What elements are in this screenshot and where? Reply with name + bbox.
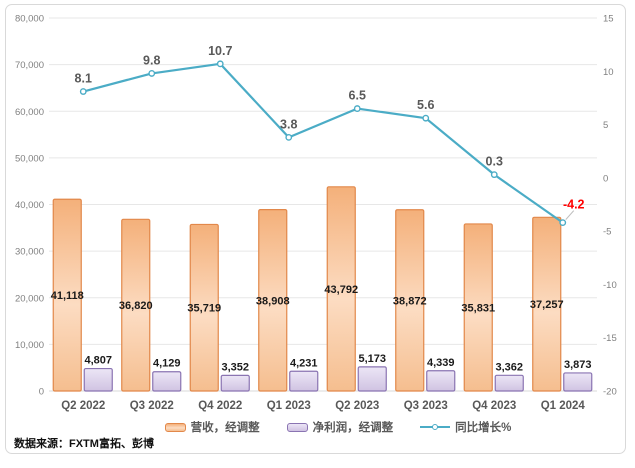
right-axis-tick-label: 5 (603, 120, 608, 131)
profit-bar (563, 372, 593, 392)
revenue-bar (463, 223, 493, 392)
growth-line-marker (148, 70, 156, 77)
revenue-bar-label: 38,908 (256, 295, 290, 307)
growth-line-marker (79, 88, 87, 95)
x-axis-category-label: Q4 2023 (472, 400, 516, 412)
revenue-bar-label: 38,872 (393, 295, 427, 307)
growth-point-label: 3.8 (280, 117, 297, 131)
left-axis-tick-label: 60,000 (15, 107, 44, 118)
growth-point-label: 9.8 (143, 53, 160, 67)
left-axis-tick-label: 40,000 (15, 200, 44, 211)
revenue-bar (121, 218, 151, 392)
right-axis-tick-label: -20 (603, 387, 617, 398)
profit-bar-label: 4,807 (84, 355, 112, 367)
left-axis-tick-label: 0 (39, 387, 44, 398)
profit-bar-label: 4,129 (153, 358, 181, 370)
growth-line-marker (559, 219, 567, 227)
growth-point-label-negative: -4.2 (563, 198, 585, 212)
left-axis-tick-label: 30,000 (15, 247, 44, 258)
x-axis-category-label: Q1 2023 (267, 400, 311, 412)
growth-line-swatch-icon (420, 423, 451, 431)
growth-point-label: 5.6 (417, 98, 434, 112)
growth-line-marker (216, 60, 224, 68)
growth-point-label: 0.3 (486, 155, 503, 169)
data-source-note: 数据来源：FXTM富拓、彭博 (14, 438, 154, 450)
x-axis-category-label: Q2 2023 (335, 400, 379, 412)
profit-bar-label: 3,873 (564, 359, 592, 371)
label-leader-line (565, 210, 575, 220)
growth-line-marker (285, 133, 293, 141)
revenue-bar-label: 35,831 (461, 302, 495, 314)
x-axis-category-label: Q3 2023 (404, 400, 448, 412)
growth-line-marker (353, 105, 361, 112)
right-axis-tick-label: 10 (603, 67, 614, 78)
x-axis-category-label: Q1 2024 (541, 400, 586, 412)
legend-item-growth: 同比增长% (420, 419, 511, 435)
legend-label-profit: 净利润，经调整 (312, 422, 394, 434)
profit-bar-label: 3,352 (221, 361, 249, 373)
profit-swatch-icon (286, 422, 308, 432)
right-axis-tick-label: -15 (603, 333, 617, 344)
profit-bar-label: 4,231 (290, 357, 318, 369)
profit-bar-label: 3,362 (495, 361, 523, 373)
profit-bar-label: 4,339 (427, 357, 455, 369)
right-axis-tick-label: -5 (603, 227, 611, 238)
left-axis-tick-label: 80,000 (15, 14, 44, 25)
left-axis-tick-label: 70,000 (15, 60, 44, 71)
legend-item-profit: 净利润，经调整 (286, 419, 394, 435)
profit-bar (220, 374, 250, 392)
legend-item-revenue: 营收，经调整 (164, 419, 260, 435)
growth-line-marker (490, 171, 498, 179)
revenue-bar (326, 186, 356, 392)
revenue-bar-label: 43,792 (324, 284, 358, 296)
revenue-bar (189, 223, 219, 392)
revenue-bar-label: 41,118 (51, 290, 84, 302)
revenue-bar (532, 216, 562, 392)
profit-bar (494, 374, 524, 392)
left-axis-tick-label: 10,000 (15, 340, 44, 351)
revenue-swatch-icon (164, 422, 186, 432)
revenue-bar (258, 208, 288, 392)
legend-label-growth: 同比增长% (455, 422, 512, 434)
growth-line (82, 62, 564, 224)
right-axis-tick-label: 0 (603, 173, 608, 184)
profit-bar (152, 371, 182, 392)
right-axis-tick-label: 15 (603, 14, 614, 25)
growth-line-marker-icon (432, 424, 439, 430)
legend-label-revenue: 营收，经调整 (190, 422, 260, 434)
revenue-bar (52, 198, 82, 392)
revenue-bar (395, 209, 425, 392)
x-axis-category-label: Q2 2022 (61, 400, 105, 412)
profit-bar-label: 5,173 (358, 353, 386, 365)
revenue-bar-label: 36,820 (119, 300, 153, 312)
x-axis-category-label: Q4 2022 (198, 400, 242, 412)
chart-legend: 营收，经调整 净利润，经调整 同比增长% (49, 419, 627, 435)
profit-bar (357, 366, 387, 392)
growth-line-marker (422, 114, 430, 122)
x-axis-category-label: Q3 2022 (130, 400, 174, 412)
revenue-bar-label: 37,257 (530, 299, 564, 311)
left-axis-tick-label: 50,000 (15, 153, 44, 164)
profit-bar (83, 367, 113, 392)
right-axis-tick-label: -10 (603, 280, 617, 291)
profit-bar (426, 370, 456, 392)
revenue-bar-label: 35,719 (187, 303, 221, 315)
profit-bar (289, 370, 319, 392)
growth-point-label: 6.5 (349, 89, 366, 103)
left-axis-tick-label: 20,000 (15, 293, 44, 304)
growth-point-label: 10.7 (208, 44, 232, 58)
growth-point-label: 8.1 (75, 72, 92, 86)
